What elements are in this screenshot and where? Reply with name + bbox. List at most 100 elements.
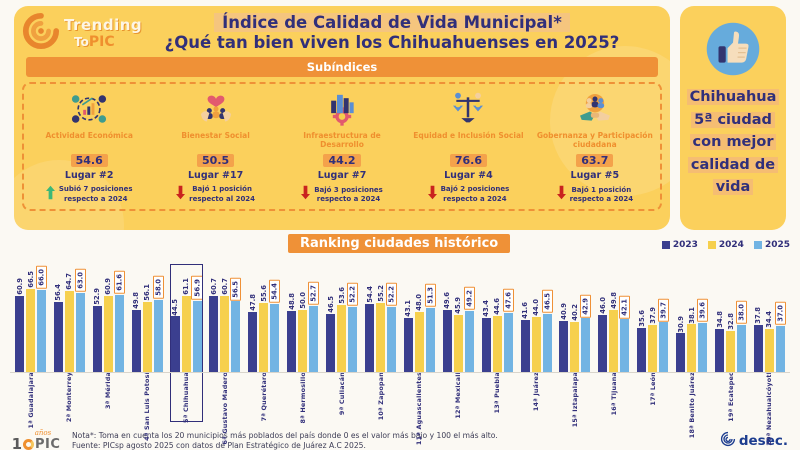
subindices-banner: Subíndices	[26, 57, 658, 77]
subindex-rank: Lugar #4	[444, 170, 493, 181]
bar-value-label: 60.9	[104, 278, 113, 295]
bar-group: 49.6 45.9 49.2 12ª Mexicali	[440, 260, 477, 428]
subindex-card: Actividad Económica 54.6 Lugar #2 Subió 7 p…	[26, 89, 152, 204]
bar-2023	[403, 318, 413, 372]
bar-value-label: 66.5	[26, 271, 35, 288]
bar-2025	[270, 304, 280, 372]
governance-icon	[534, 89, 656, 131]
bar-group: 54.4 55.2 52.2 10ª Zapopan	[362, 260, 399, 428]
legend-swatch-icon	[707, 241, 716, 249]
bar-value-label: 41.6	[521, 302, 530, 319]
category-label: 15ª Iztapalapa	[570, 372, 579, 428]
bar-2023	[15, 295, 24, 372]
bar-group: 60.7 60.7 56.5 6ª Gustavo Madero	[206, 260, 243, 445]
category-label: 19ª Ecatepec	[726, 372, 735, 422]
bar-2024	[531, 317, 541, 372]
bar-value-label: 40.9	[559, 303, 568, 320]
category-label: 18ª Benito Juárez	[687, 372, 696, 439]
bar-2024	[376, 303, 386, 372]
ranking-bar-chart: 60.9 66.5 66.0 1ª Guadalajara 56.4 64.7 63.0 2ª…	[0, 260, 800, 446]
bar-value-label: 38.0	[736, 300, 748, 324]
bar-value-label: 56.5	[230, 277, 242, 301]
bar-2024	[298, 309, 308, 372]
bar-2023	[442, 310, 452, 372]
bar-value-label: 44.6	[493, 298, 502, 316]
subindex-name: Bienestar Social	[181, 131, 250, 140]
bar-value-label: 42.9	[580, 294, 592, 318]
subindex-value: 50.5	[197, 154, 235, 167]
bar-value-label: 43.4	[482, 299, 491, 317]
bar-value-label: 46.0	[598, 296, 607, 314]
bar-2025	[542, 313, 552, 372]
bar-group: 35.6 37.9 39.7 17ª León	[634, 260, 671, 428]
bar-group: 56.4 64.7 63.0 2ª Monterrey	[51, 260, 88, 428]
bar-2023	[248, 312, 258, 372]
bar-value-label: 60.9	[15, 278, 24, 295]
subindex-change: Subió 7 posiciones respecto a 2024	[58, 185, 133, 203]
bar-value-label: 44.0	[532, 299, 541, 316]
bar-2024	[181, 295, 191, 372]
highlight-line: 5ª ciudad	[691, 111, 775, 128]
bar-2024	[453, 314, 463, 372]
subindex-name: Actividad Económica	[45, 131, 133, 140]
bar-group: 46.0 49.8 42.1 16ª Tijuana	[595, 260, 632, 428]
trending-topic-logo: Trending ToPIC	[22, 12, 142, 54]
swirl-logo-icon	[22, 12, 60, 54]
bar-value-label: 49.6	[443, 292, 452, 309]
subindex-name: Gobernanza y Participación ciudadana	[536, 131, 653, 149]
bar-2023	[715, 328, 725, 372]
bar-2023	[520, 320, 530, 372]
bar-2025	[75, 293, 85, 372]
bar-value-label: 49.8	[132, 291, 141, 309]
bar-2025	[581, 318, 591, 372]
bar-value-label: 34.8	[715, 310, 724, 328]
bar-2023	[637, 327, 647, 372]
pic-logo-o-icon	[23, 439, 35, 450]
bar-2024	[687, 324, 697, 372]
category-label: 16ª Tijuana	[609, 372, 618, 416]
bar-value-label: 30.9	[676, 315, 685, 333]
subindex-rank: Lugar #17	[188, 170, 244, 181]
legend-swatch-icon	[753, 241, 762, 249]
bar-value-label: 46.5	[541, 290, 553, 313]
category-label: 6ª Gustavo Madero	[220, 372, 229, 445]
subindex-change: Bajó 2 posiciones respecto a 2024	[440, 185, 510, 203]
bar-value-label: 53.6	[337, 287, 346, 304]
bar-2024	[103, 295, 113, 372]
subindices-row: Actividad Económica 54.6 Lugar #2 Subió 7 p…	[22, 82, 662, 212]
bar-value-label: 47.8	[248, 294, 257, 312]
bar-value-label: 56.4	[54, 283, 63, 301]
category-label: 20ª Nezahualcóyotl	[765, 372, 774, 446]
category-label: 12ª Mexicali	[454, 372, 463, 419]
bar-value-label: 51.3	[424, 284, 436, 307]
bar-value-label: 52.9	[93, 288, 102, 305]
bar-2024	[220, 296, 230, 372]
brand-to: To	[74, 35, 89, 49]
bar-value-label: 35.6	[637, 309, 646, 327]
bar-value-label: 47.6	[502, 288, 514, 312]
category-label: 17ª León	[648, 372, 657, 406]
subindex-card: Infraestructura de Desarrollo 44.2 Lugar #…	[279, 89, 405, 204]
bar-value-label: 32.8	[726, 313, 735, 330]
pic-logo-num: 1	[11, 435, 23, 450]
bar-value-label: 49.8	[609, 291, 618, 309]
legend-item: 2024	[707, 240, 744, 250]
bar-value-label: 37.0	[774, 301, 786, 325]
subindex-change: Bajó 3 posiciones respecto a 2024	[314, 185, 383, 203]
bar-2024	[337, 305, 347, 372]
bar-value-label: 37.9	[648, 306, 657, 324]
bar-value-label: 54.4	[269, 280, 281, 303]
category-label: 13ª Puebla	[493, 372, 502, 414]
page-title: Índice de Calidad de Vida Municipal* ¿Qu…	[14, 6, 670, 52]
equity-icon	[407, 89, 529, 131]
bar-2023	[753, 324, 763, 372]
bar-group: 49.8 56.1 58.0 4ª San Luis Potosí	[129, 260, 166, 441]
bar-value-label: 60.7	[220, 278, 229, 296]
bar-2023	[365, 304, 375, 372]
subindex-value: 54.6	[70, 154, 108, 167]
bar-value-label: 49.2	[463, 286, 475, 310]
bar-2025	[114, 295, 124, 372]
bar-2024	[764, 329, 774, 372]
highlight-text: Chihuahua 5ª ciudad con mejor calidad de vid…	[680, 86, 786, 198]
category-label: 3ª Mérida	[104, 372, 113, 409]
